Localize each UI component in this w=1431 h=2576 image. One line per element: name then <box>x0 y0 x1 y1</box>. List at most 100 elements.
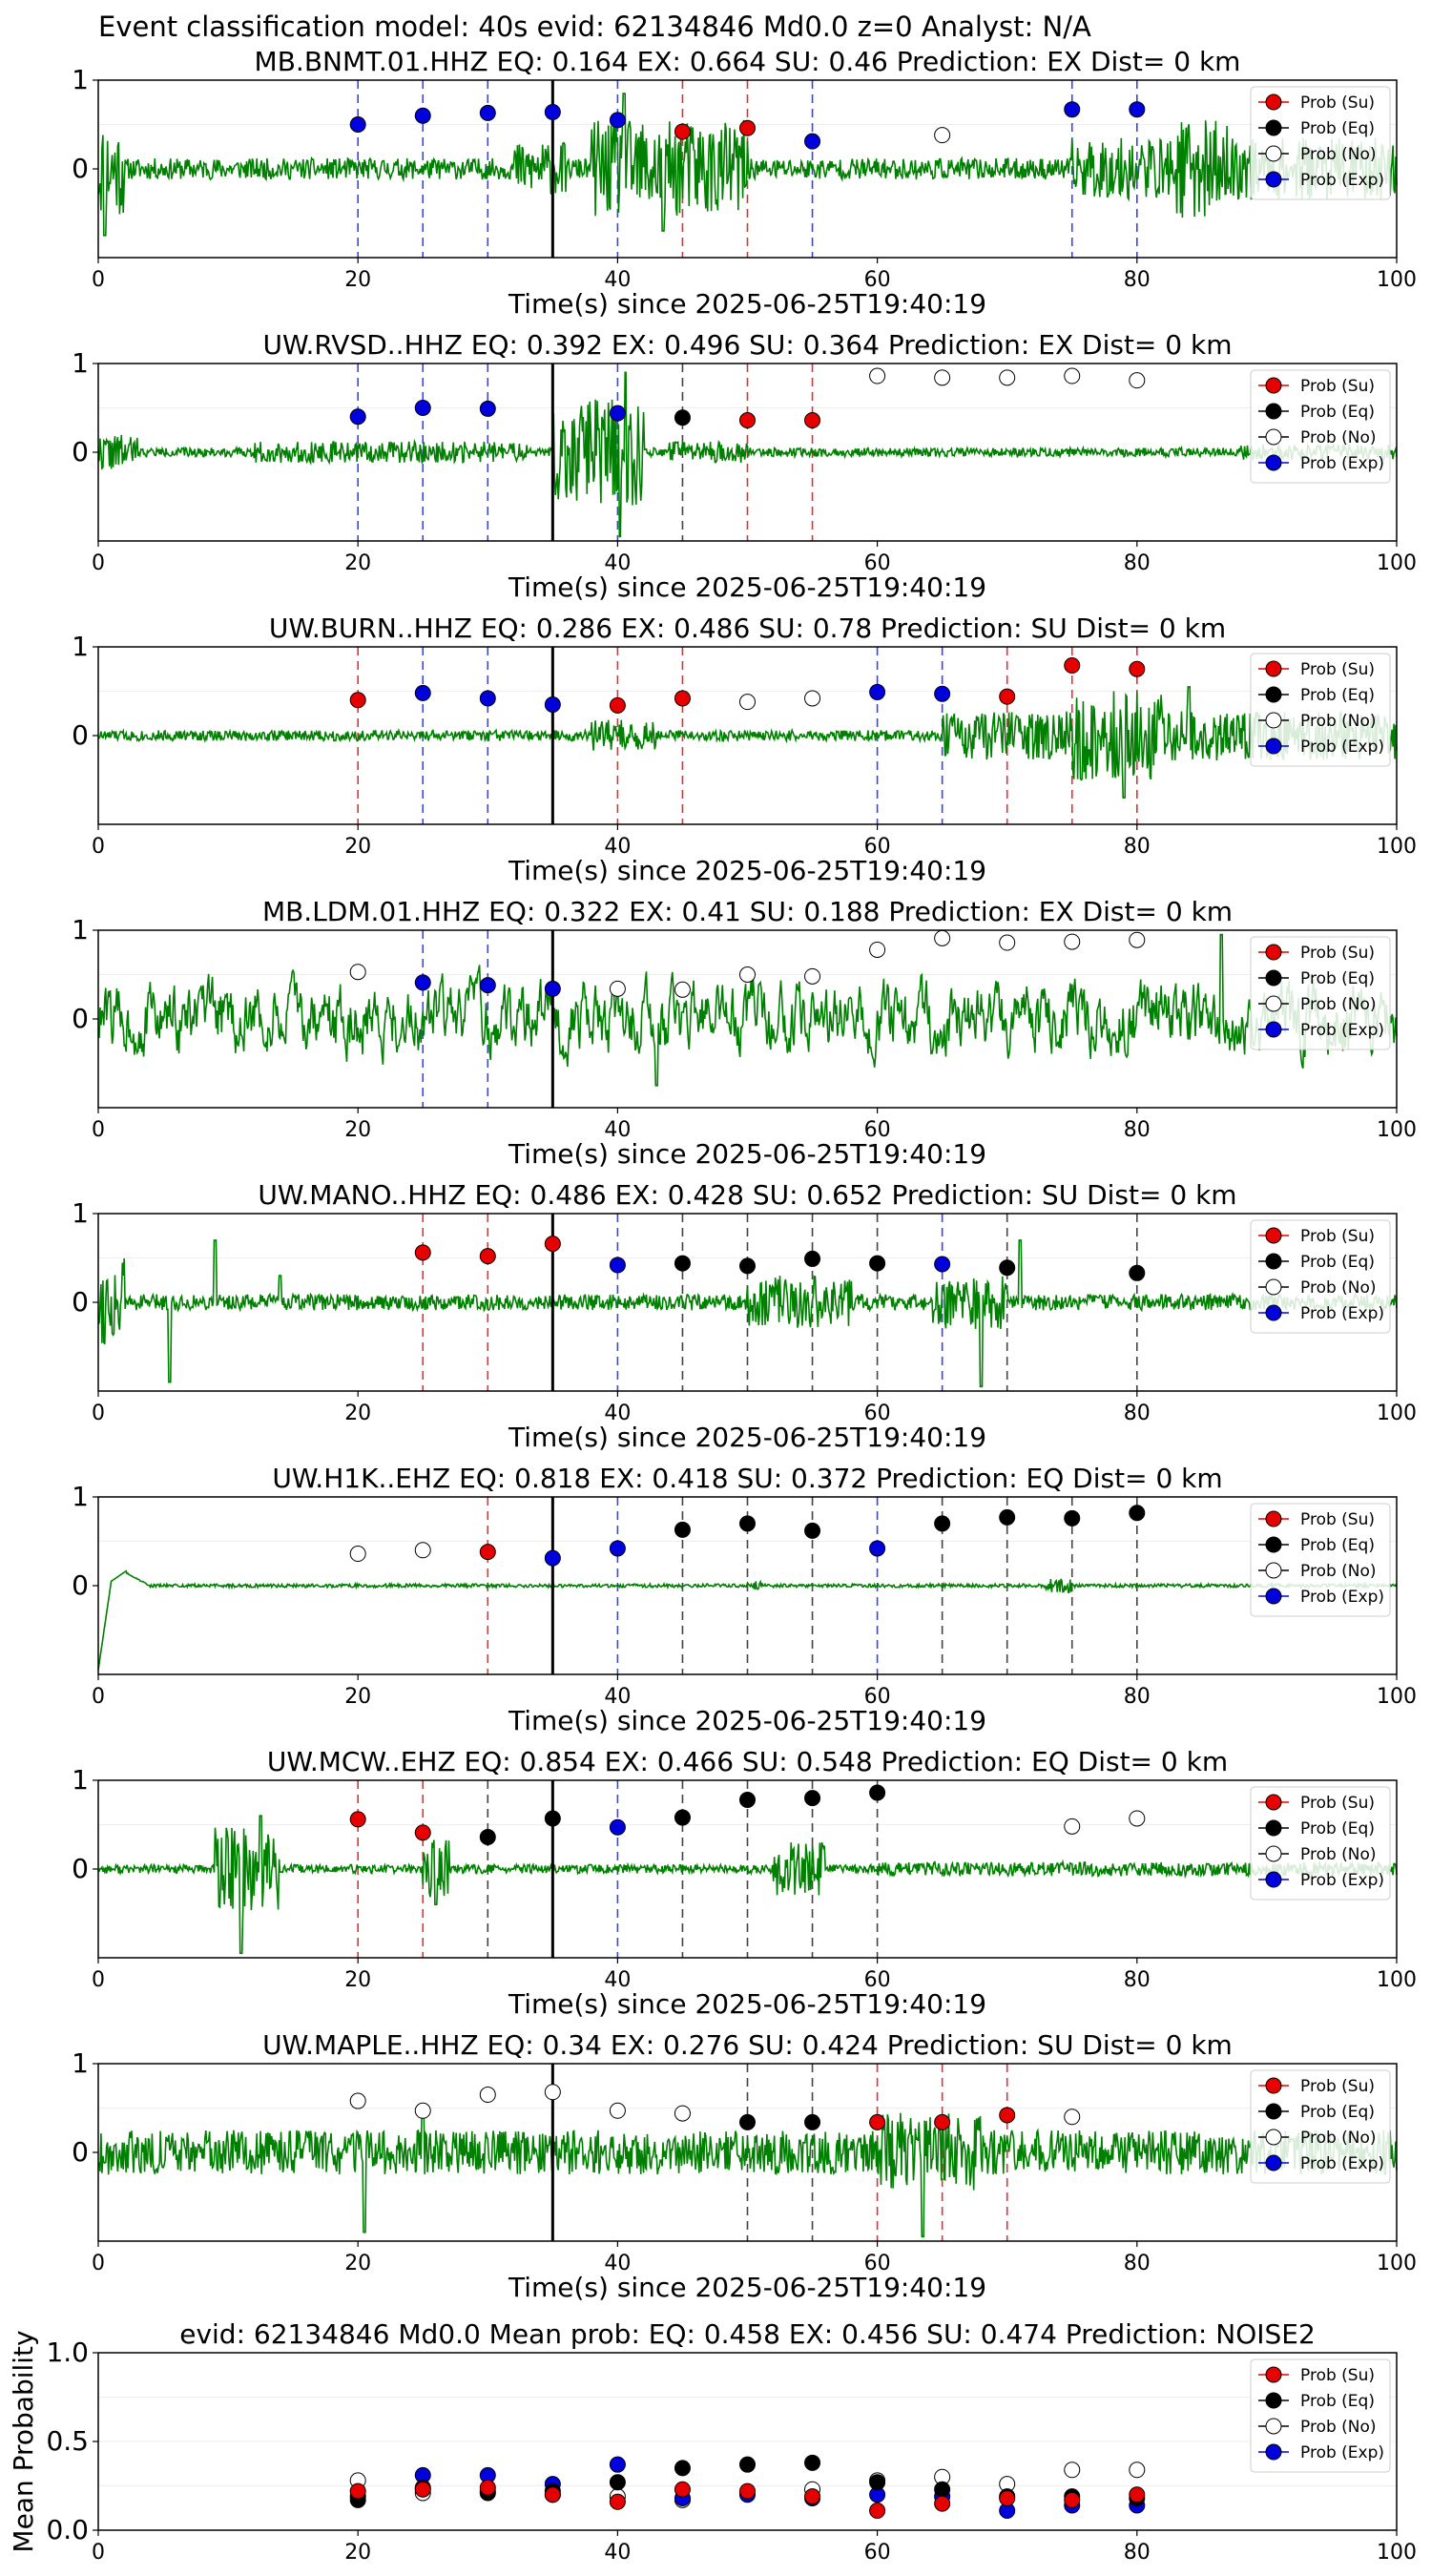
legend-label-exp: Prob (Exp) <box>1300 1021 1384 1040</box>
prob-marker-eq <box>479 1829 496 1846</box>
x-tick-label: 20 <box>344 551 371 575</box>
x-tick-label: 80 <box>1124 1685 1151 1709</box>
prob-marker-exp <box>414 684 431 701</box>
legend-label-exp: Prob (Exp) <box>1300 171 1384 190</box>
legend-marker-no <box>1265 2129 1282 2146</box>
prob-marker-no <box>349 2092 366 2109</box>
prob-marker-exp <box>414 107 431 124</box>
x-tick-label: 40 <box>604 2541 631 2565</box>
prob-marker-no <box>739 694 756 711</box>
y-tick-label: 1 <box>72 1764 89 1796</box>
x-tick-label: 100 <box>1377 551 1417 575</box>
x-tick-label: 0 <box>92 1968 105 1992</box>
prob-marker-exp <box>934 1256 951 1273</box>
legend-marker-eq <box>1265 686 1282 703</box>
prob-marker-exp <box>479 690 496 707</box>
prob-marker-eq <box>674 1255 691 1272</box>
mean-marker-su <box>414 2481 431 2498</box>
prob-marker-exp <box>869 683 886 700</box>
figure-suptitle: Event classification model: 40s evid: 62… <box>98 10 1091 43</box>
legend-marker-su <box>1265 377 1282 394</box>
prob-marker-eq <box>804 2113 821 2130</box>
prob-marker-exp <box>609 112 626 129</box>
prob-marker-exp <box>609 405 626 422</box>
y-tick-label: 1 <box>72 64 89 95</box>
prob-marker-no <box>1064 933 1081 950</box>
legend-label-no: Prob (No) <box>1300 145 1377 164</box>
mean-marker-eq <box>934 2481 951 2498</box>
legend-marker-eq <box>1265 1819 1282 1837</box>
mean-marker-su <box>739 2483 756 2500</box>
x-tick-label: 100 <box>1377 2541 1417 2565</box>
waveform-trace <box>97 1239 1398 1388</box>
x-tick-label: 0 <box>92 1402 105 1425</box>
prob-marker-exp <box>1064 101 1081 118</box>
prob-marker-su <box>1064 657 1081 675</box>
x-tick-label: 80 <box>1124 1968 1151 1992</box>
x-axis-label: Time(s) since 2025-06-25T19:40:19 <box>508 1705 986 1736</box>
legend-label-exp: Prob (Exp) <box>1300 1871 1384 1890</box>
x-tick-label: 0 <box>92 2252 105 2275</box>
legend-label-eq: Prob (Eq) <box>1300 1253 1375 1272</box>
prob-marker-eq <box>739 1791 756 1808</box>
prob-marker-su <box>739 412 756 429</box>
y-tick-label: 1 <box>72 914 89 945</box>
prob-marker-exp <box>609 1257 626 1274</box>
prob-marker-su <box>804 412 821 429</box>
mean-marker-su <box>479 2479 496 2496</box>
y-tick-label: 0 <box>72 2136 89 2168</box>
y-tick-label: 0 <box>72 1003 89 1034</box>
legend-label-exp: Prob (Exp) <box>1300 2154 1384 2173</box>
panel-title: MB.BNMT.01.HHZ EQ: 0.164 EX: 0.664 SU: 0… <box>255 46 1241 77</box>
x-tick-label: 80 <box>1124 2541 1151 2565</box>
legend-label-su: Prob (Su) <box>1300 1510 1375 1529</box>
x-tick-label: 80 <box>1124 551 1151 575</box>
waveform-trace <box>97 1569 1398 1671</box>
legend-label-no: Prob (No) <box>1300 1845 1377 1864</box>
mean-marker-su <box>1129 2486 1146 2503</box>
prob-marker-no <box>934 369 951 386</box>
legend-marker-eq <box>1265 969 1282 987</box>
waveform-trace <box>97 2103 1398 2238</box>
mean-marker-eq <box>804 2454 821 2471</box>
x-tick-label: 20 <box>344 2541 371 2565</box>
x-tick-label: 40 <box>604 1118 631 1142</box>
x-tick-label: 60 <box>864 835 891 859</box>
prob-marker-su <box>999 2107 1016 2124</box>
x-axis-label: Time(s) since 2025-06-25T19:40:19 <box>508 571 986 603</box>
legend-marker-exp <box>1265 1304 1282 1321</box>
waveform-trace <box>97 371 1398 538</box>
legend-label-su: Prob (Su) <box>1300 944 1375 963</box>
legend-label-su: Prob (Su) <box>1300 1227 1375 1246</box>
prob-marker-su <box>544 1236 561 1253</box>
mean-marker-su <box>349 2483 366 2500</box>
x-tick-label: 100 <box>1377 1118 1417 1142</box>
legend-marker-exp <box>1265 2443 1282 2461</box>
x-tick-label: 80 <box>1124 268 1151 292</box>
prob-marker-exp <box>609 1540 626 1557</box>
prob-marker-exp <box>479 400 496 417</box>
prob-marker-eq <box>739 1515 756 1532</box>
y-tick-label: 0 <box>72 1853 89 1884</box>
y-axis-label: Mean Probability <box>8 2330 39 2552</box>
prob-marker-eq <box>804 1522 821 1539</box>
mean-marker-eq <box>869 2474 886 2491</box>
axes-frame <box>97 79 1398 259</box>
prob-marker-no <box>414 1542 431 1559</box>
prob-marker-eq <box>1064 1509 1081 1527</box>
mean-marker-su <box>544 2486 561 2503</box>
y-tick-label: 0 <box>72 719 89 751</box>
x-axis-label: Time(s) since 2025-06-25T19:40:19 <box>508 1988 986 2020</box>
legend-marker-su <box>1265 2366 1282 2383</box>
mean-marker-su <box>934 2495 951 2512</box>
legend-label-no: Prob (No) <box>1300 712 1377 731</box>
prob-marker-su <box>349 692 366 709</box>
prob-marker-su <box>869 2113 886 2130</box>
prob-marker-exp <box>804 133 821 150</box>
waveform-trace <box>97 93 1398 237</box>
prob-marker-eq <box>739 2113 756 2130</box>
legend-label-no: Prob (No) <box>1300 2129 1377 2148</box>
x-tick-label: 20 <box>344 2252 371 2275</box>
mean-marker-eq <box>609 2474 626 2491</box>
panel-2: UW.RVSD..HHZ EQ: 0.392 EX: 0.496 SU: 0.3… <box>72 329 1417 603</box>
